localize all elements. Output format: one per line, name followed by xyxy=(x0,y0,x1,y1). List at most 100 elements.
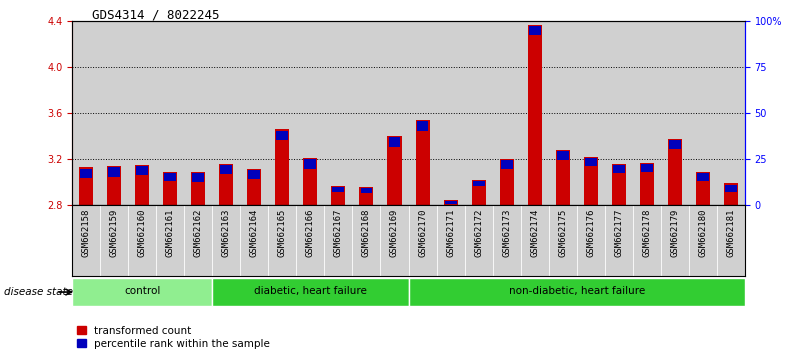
Bar xyxy=(661,21,689,205)
Bar xyxy=(585,158,597,166)
Bar xyxy=(212,278,409,306)
Bar xyxy=(605,21,633,205)
Text: GSM662169: GSM662169 xyxy=(390,209,399,257)
Bar xyxy=(437,21,465,205)
Bar xyxy=(100,21,128,205)
Bar xyxy=(444,200,457,205)
Text: GSM662173: GSM662173 xyxy=(502,209,511,257)
Bar xyxy=(72,278,212,306)
Text: disease state: disease state xyxy=(4,287,73,297)
Bar xyxy=(661,205,689,276)
Bar xyxy=(380,21,409,205)
Bar xyxy=(493,21,521,205)
Bar xyxy=(268,21,296,205)
Bar xyxy=(360,188,372,193)
Bar xyxy=(669,140,681,149)
Bar xyxy=(108,167,120,177)
Bar xyxy=(156,205,184,276)
Text: GSM662161: GSM662161 xyxy=(166,209,175,257)
Bar xyxy=(500,159,513,205)
Bar xyxy=(80,169,92,178)
Text: GSM662174: GSM662174 xyxy=(530,209,539,257)
Bar xyxy=(528,25,541,205)
Bar xyxy=(641,164,653,172)
Bar xyxy=(191,172,205,205)
Bar xyxy=(584,157,598,205)
Bar xyxy=(156,21,184,205)
Text: GSM662178: GSM662178 xyxy=(642,209,651,257)
Text: GSM662168: GSM662168 xyxy=(362,209,371,257)
Bar xyxy=(135,165,149,205)
Bar xyxy=(276,131,288,140)
Bar xyxy=(72,21,100,205)
Bar xyxy=(248,169,261,205)
Bar xyxy=(164,173,176,181)
Bar xyxy=(473,181,485,186)
Bar xyxy=(521,21,549,205)
Bar xyxy=(184,21,212,205)
Text: GSM662176: GSM662176 xyxy=(586,209,595,257)
Bar xyxy=(445,201,457,204)
Bar xyxy=(276,130,289,205)
Bar xyxy=(696,172,710,205)
Bar xyxy=(360,187,373,205)
Bar xyxy=(128,21,156,205)
Bar xyxy=(697,173,709,181)
Bar xyxy=(612,164,626,205)
Bar xyxy=(107,166,121,205)
Bar xyxy=(521,205,549,276)
Bar xyxy=(577,21,605,205)
Text: GSM662163: GSM662163 xyxy=(222,209,231,257)
Text: GSM662165: GSM662165 xyxy=(278,209,287,257)
Bar xyxy=(304,159,316,169)
Bar xyxy=(192,173,204,182)
Bar xyxy=(633,205,661,276)
Bar xyxy=(417,121,429,131)
Text: GSM662172: GSM662172 xyxy=(474,209,483,257)
Bar xyxy=(717,21,745,205)
Text: GSM662181: GSM662181 xyxy=(727,209,735,257)
Text: GSM662171: GSM662171 xyxy=(446,209,455,257)
Bar xyxy=(689,205,717,276)
Bar xyxy=(416,120,429,205)
Text: GSM662162: GSM662162 xyxy=(194,209,203,257)
Bar xyxy=(501,160,513,169)
Legend: transformed count, percentile rank within the sample: transformed count, percentile rank withi… xyxy=(78,326,270,349)
Bar xyxy=(219,164,233,205)
Text: GSM662180: GSM662180 xyxy=(698,209,707,257)
Bar xyxy=(184,205,212,276)
Bar xyxy=(668,139,682,205)
Bar xyxy=(380,205,409,276)
Bar xyxy=(296,205,324,276)
Text: GSM662177: GSM662177 xyxy=(614,209,623,257)
Bar xyxy=(557,151,569,160)
Bar xyxy=(556,150,570,205)
Bar xyxy=(268,205,296,276)
Bar xyxy=(352,205,380,276)
Bar xyxy=(296,21,324,205)
Bar xyxy=(529,26,541,35)
Bar xyxy=(409,278,745,306)
Bar xyxy=(472,180,485,205)
Bar xyxy=(465,205,493,276)
Bar xyxy=(388,137,400,147)
Bar xyxy=(128,205,156,276)
Bar xyxy=(549,21,577,205)
Bar xyxy=(324,205,352,276)
Bar xyxy=(605,205,633,276)
Bar xyxy=(577,205,605,276)
Text: GSM662160: GSM662160 xyxy=(138,209,147,257)
Bar xyxy=(240,205,268,276)
Bar xyxy=(613,165,625,173)
Bar xyxy=(212,205,240,276)
Bar xyxy=(72,205,100,276)
Bar xyxy=(689,21,717,205)
Bar xyxy=(640,163,654,205)
Bar xyxy=(332,187,344,192)
Bar xyxy=(136,166,148,175)
Bar xyxy=(409,21,437,205)
Bar xyxy=(549,205,577,276)
Text: GSM662167: GSM662167 xyxy=(334,209,343,257)
Text: GSM662166: GSM662166 xyxy=(306,209,315,257)
Text: diabetic, heart failure: diabetic, heart failure xyxy=(254,286,367,296)
